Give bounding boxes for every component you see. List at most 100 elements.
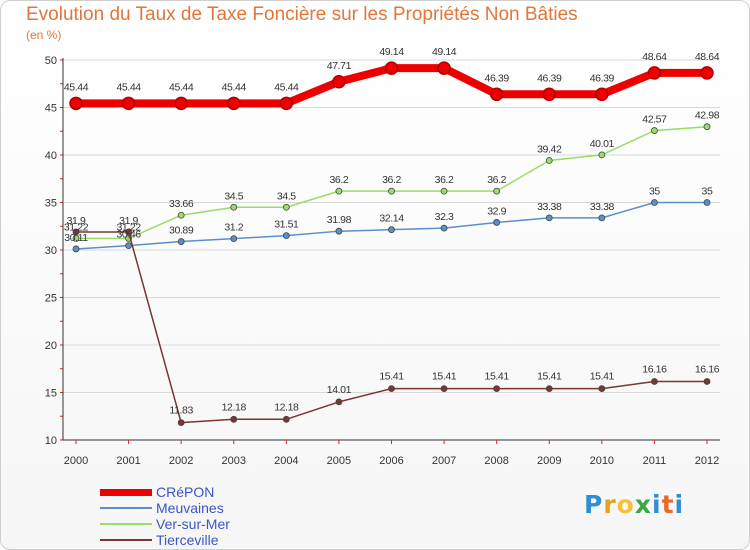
data-point <box>542 87 556 102</box>
data-point <box>545 385 553 393</box>
data-point <box>595 87 609 102</box>
logo-letter: t <box>661 490 675 519</box>
data-label: 11.83 <box>169 405 193 417</box>
data-label: 16.16 <box>642 363 667 375</box>
data-point <box>651 127 658 134</box>
data-label: 48.64 <box>695 51 720 63</box>
data-point <box>72 245 80 253</box>
data-label: 36.2 <box>435 174 454 186</box>
data-point <box>493 385 501 393</box>
data-point <box>177 238 185 245</box>
data-point <box>703 199 711 206</box>
legend-swatch <box>100 488 152 496</box>
data-point <box>489 87 504 102</box>
data-label: 39.42 <box>537 144 562 156</box>
data-point <box>388 385 395 393</box>
data-label: 35 <box>649 186 660 198</box>
data-point <box>384 61 399 75</box>
logo-letter: i <box>674 490 685 519</box>
data-label: 12.18 <box>222 401 247 413</box>
data-label: 49.14 <box>379 46 404 58</box>
legend-label: Meuvaines <box>156 500 224 516</box>
logo-letter: o <box>616 490 635 519</box>
data-label: 45.44 <box>222 81 247 93</box>
logo-letter: r <box>603 490 617 519</box>
data-point <box>282 232 290 240</box>
y-tick-label: 30 <box>45 245 57 257</box>
data-label: 36.2 <box>329 174 348 186</box>
data-label: 32.3 <box>435 211 454 223</box>
data-label: 33.38 <box>590 201 615 213</box>
logo-letter: i <box>652 490 662 519</box>
data-label: 15.41 <box>379 371 404 383</box>
y-tick-label: 10 <box>45 435 57 447</box>
x-tick-label: 2003 <box>222 455 246 467</box>
data-label: 32.9 <box>487 205 506 217</box>
data-label: 30.46 <box>116 229 141 241</box>
data-label: 40.01 <box>590 138 615 150</box>
data-label: 32.14 <box>379 213 404 225</box>
line-chart: 10 15 20 25 30 35 40 45 50 2000 2001 2002 2003 2004 20… <box>45 46 720 467</box>
data-point <box>230 235 238 243</box>
data-point <box>440 385 448 393</box>
data-point <box>598 385 606 393</box>
data-label: 45.44 <box>116 81 141 93</box>
data-point <box>230 203 238 211</box>
data-label: 46.39 <box>537 72 562 84</box>
data-point <box>703 378 711 385</box>
y-tick-label: 50 <box>45 55 57 67</box>
x-tick-label: 2010 <box>590 455 614 467</box>
data-label: 42.98 <box>695 110 720 122</box>
chart-unit: (en %) <box>26 28 62 42</box>
y-tick-label: 15 <box>45 388 57 400</box>
data-point <box>703 123 711 131</box>
legend-swatch <box>100 539 152 541</box>
y-tick-label: 25 <box>45 293 57 305</box>
data-point <box>121 96 136 111</box>
chart-title: Evolution du Taux de Taxe Foncière sur l… <box>26 4 578 25</box>
data-point <box>335 187 343 195</box>
data-label: 45.44 <box>169 81 194 93</box>
data-label: 14.01 <box>327 384 352 396</box>
x-tick-label: 2012 <box>695 455 719 467</box>
data-point <box>493 219 501 226</box>
x-tick-label: 2004 <box>274 455 298 467</box>
data-label: 12.18 <box>274 401 299 413</box>
data-label: 33.38 <box>537 201 562 213</box>
y-tick-label: 35 <box>45 198 57 210</box>
x-tick-label: 2008 <box>484 455 508 467</box>
legend-label: CRéPON <box>156 484 215 500</box>
data-label: 34.5 <box>224 190 243 202</box>
data-point <box>388 226 395 234</box>
x-tick-label: 2002 <box>169 455 193 467</box>
y-tick-label: 40 <box>45 150 57 162</box>
data-point <box>279 96 294 111</box>
data-label: 31.22 <box>116 221 141 233</box>
data-point <box>437 61 451 75</box>
data-label: 36.2 <box>487 174 506 186</box>
data-label: 33.66 <box>169 198 194 210</box>
data-point <box>545 157 553 164</box>
data-point <box>335 398 343 406</box>
data-point <box>651 378 658 385</box>
legend-label: Tierceville <box>156 532 219 548</box>
data-label: 31.2 <box>224 222 243 234</box>
x-tick-label: 2007 <box>432 455 456 467</box>
x-tick-label: 2005 <box>327 455 351 467</box>
data-label: 48.64 <box>642 51 667 63</box>
data-point <box>598 214 606 222</box>
series-line-tierceville <box>75 231 708 424</box>
data-label: 31.51 <box>274 219 299 231</box>
data-label: 49.14 <box>432 46 457 58</box>
data-label: 42.57 <box>642 114 667 126</box>
legend-label: Ver-sur-Mer <box>156 516 230 532</box>
data-point <box>72 235 80 242</box>
data-label: 45.44 <box>64 81 89 93</box>
data-label: 31.9 <box>67 215 86 227</box>
data-point <box>545 214 553 222</box>
data-label: 46.39 <box>590 72 615 84</box>
data-point <box>125 242 132 250</box>
data-point <box>647 66 662 80</box>
legend-swatch <box>100 523 152 525</box>
